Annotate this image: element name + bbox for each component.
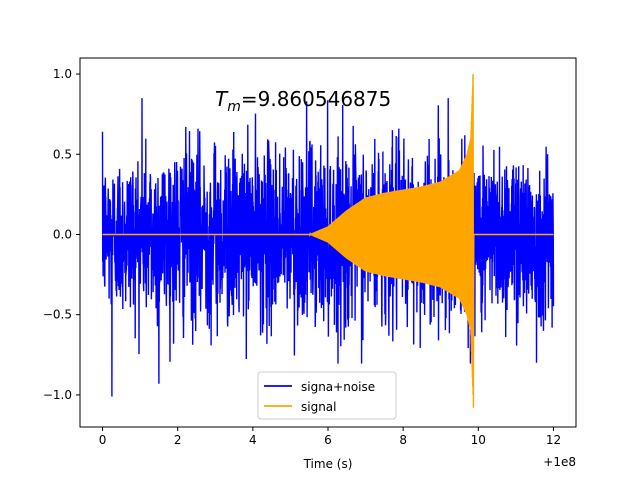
x-axis-offset-label: +1e8 bbox=[543, 455, 576, 469]
y-axis: −1.0 −0.5 0.0 0.5 1.0 bbox=[43, 67, 80, 402]
y-tick-label: 0.5 bbox=[53, 147, 72, 161]
noise-series-layer bbox=[101, 98, 555, 397]
x-axis: 0 2 4 6 8 10 12 bbox=[99, 427, 561, 447]
x-tick-label: 2 bbox=[174, 433, 182, 447]
y-tick-label: −1.0 bbox=[43, 388, 72, 402]
x-tick-label: 8 bbox=[399, 433, 407, 447]
x-tick-label: 10 bbox=[471, 433, 486, 447]
series-line-signal bbox=[102, 73, 554, 408]
annotation-prefix: T bbox=[215, 87, 229, 111]
legend-label-signal: signal bbox=[301, 400, 337, 414]
y-tick-label: −0.5 bbox=[43, 308, 72, 322]
legend-label-signa-noise: signa+noise bbox=[301, 380, 375, 394]
legend-box bbox=[257, 371, 397, 420]
x-tick-label: 12 bbox=[546, 433, 561, 447]
x-axis-label: Time (s) bbox=[303, 457, 353, 471]
x-tick-label: 4 bbox=[249, 433, 257, 447]
annotation-value: =9.860546875 bbox=[241, 87, 391, 111]
y-tick-label: 1.0 bbox=[53, 67, 72, 81]
series-line-signa-noise bbox=[101, 98, 555, 397]
legend: signa+noise signal bbox=[257, 371, 397, 420]
y-tick-label: 0.0 bbox=[53, 227, 72, 241]
x-tick-label: 6 bbox=[324, 433, 332, 447]
x-tick-label: 0 bbox=[99, 433, 107, 447]
merger-time-annotation: Tm=9.860546875 bbox=[215, 87, 391, 115]
annotation-subscript: m bbox=[227, 99, 241, 115]
signal-series-layer bbox=[102, 73, 554, 408]
